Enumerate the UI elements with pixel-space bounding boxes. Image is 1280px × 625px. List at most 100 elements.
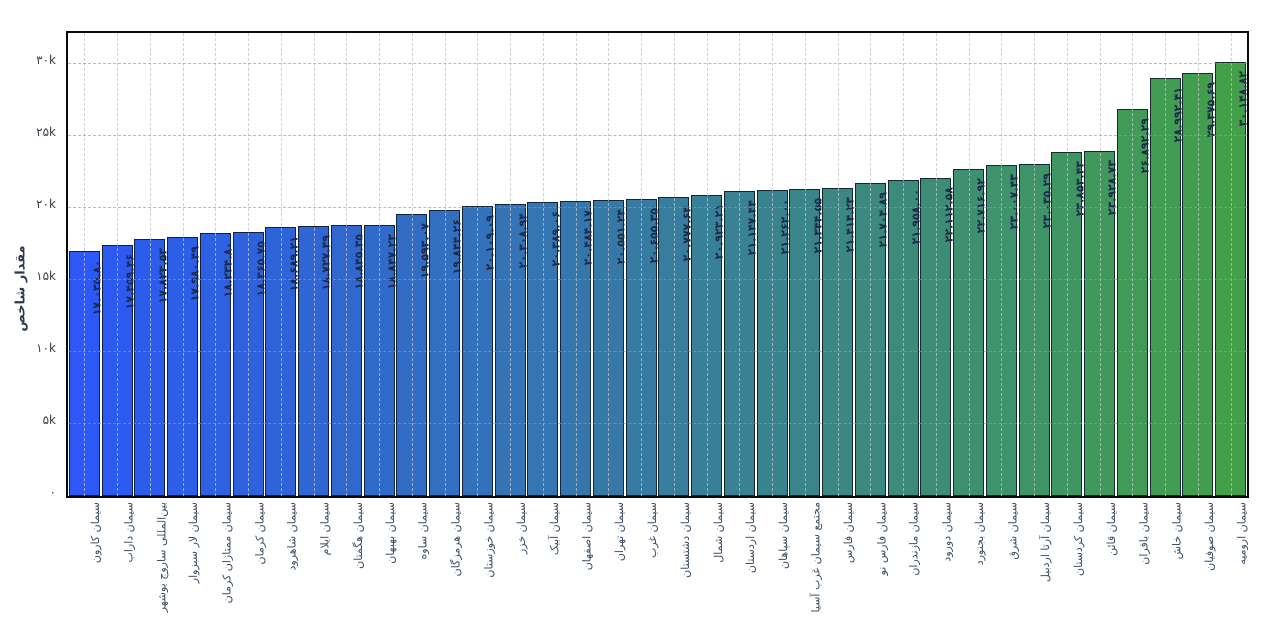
x-category-label: سیمان قائن [1104, 502, 1118, 556]
bar-18[interactable]: ۲۰.۶۵۵.۳۵ [625, 198, 660, 496]
bar-value-label: ۱۸.۲۳۴.۸۰ [221, 242, 235, 298]
bar-20[interactable]: ۲۰.۹۲۳.۲۱ [691, 194, 726, 496]
horizontal-gridline [68, 134, 1247, 136]
x-category-label: سیمان صوفیان [1202, 502, 1216, 571]
bar-22[interactable]: ۲۱.۲۶۲.۰۰ [756, 189, 791, 496]
bar-21[interactable]: ۲۱.۱۴۷.۴۴ [723, 191, 759, 496]
bar-13[interactable]: ۲۰.۱۰۹.۰۹ [461, 206, 496, 496]
bar-12[interactable]: ۱۹.۸۴۴.۲۶ [429, 210, 464, 496]
bar-15[interactable]: ۲۰.۳۸۹.۰۶ [527, 202, 562, 496]
bar-10[interactable]: ۱۸.۸۴۷.۲۳ [363, 224, 399, 496]
bars-layer: ۱۷.۰۳۵.۸۰ ۱۷.۴۵۹.۴۶ ۱۷.۸۲۳.۵۳ ۱۷.۹۸۰.۴۹ ۱۸.۲… [68, 33, 1250, 496]
bar-31[interactable]: ۲۳.۸۵۳.۴۳ [1051, 152, 1086, 496]
bar-28[interactable]: ۲۲.۷۱۶.۹۲ [953, 168, 988, 496]
bar-11[interactable]: ۱۹.۵۹۳.۰۷ [396, 213, 431, 496]
bar-32[interactable]: ۲۳.۹۲۸.۷۳ [1084, 151, 1119, 496]
vertical-gridline [215, 33, 217, 496]
bar-value-label: ۲۱.۹۵۸.۰۰ [909, 188, 923, 245]
bar-5[interactable]: ۱۸.۲۳۴.۸۰ [199, 233, 235, 496]
bar-value-label: ۱۸.۳۶۵.۷۵ [254, 240, 268, 296]
bar-value-label: ۲۱.۴۱۴.۲۳ [843, 196, 857, 252]
x-category-label: سیمان باقران [1137, 502, 1151, 565]
bar-27[interactable]: ۲۲.۱۱۲.۵۸ [920, 177, 955, 496]
bar-26[interactable]: ۲۱.۹۵۸.۰۰ [887, 179, 923, 496]
bar-24[interactable]: ۲۱.۴۱۴.۲۳ [822, 187, 857, 496]
bar-4[interactable]: ۱۷.۹۸۰.۴۹ [167, 237, 202, 496]
bar-value-label: ۲۰.۴۸۴.۱۷ [581, 210, 595, 266]
vertical-gridline [313, 33, 315, 496]
bar-value-label: ۱۸.۸۴۷.۲۳ [385, 233, 399, 289]
bar-value-label: ۱۷.۸۲۳.۵۳ [155, 248, 169, 304]
bar-6[interactable]: ۱۸.۳۶۵.۷۵ [232, 231, 268, 496]
x-category-label: بین‌المللی ساروج بوشهر [154, 502, 168, 613]
bar-value-label: ۲۰.۳۸۹.۰۶ [548, 211, 562, 267]
bar-36[interactable]: ۳۰.۱۴۸.۸۲ [1215, 61, 1250, 496]
vertical-gridline [510, 33, 512, 496]
bar-value-label: ۲۳.۰۰۷.۴۳ [1007, 173, 1021, 230]
bar-value-label: ۲۱.۷۰۴.۸۹ [876, 192, 890, 248]
vertical-gridline [608, 33, 610, 496]
horizontal-gridline [68, 206, 1247, 208]
bar-value-label: ۲۰.۳۰۸.۹۴ [516, 212, 530, 268]
y-tick-label: ۲۵k [36, 124, 56, 139]
vertical-gridline [248, 33, 250, 496]
vertical-gridline [575, 33, 577, 496]
x-category-label: سیمان هرمزگان [449, 502, 463, 577]
bar-value-label: ۱۸.۸۴۵.۳۵ [352, 233, 366, 289]
bar-1[interactable]: ۱۷.۰۳۵.۸۰ [68, 250, 104, 496]
bar-34[interactable]: ۲۸.۹۹۲.۴۱ [1149, 78, 1184, 496]
bar-value-label: ۱۸.۷۲۷.۴۹ [319, 235, 333, 291]
bar-14[interactable]: ۲۰.۳۰۸.۹۴ [494, 203, 530, 496]
bar-33[interactable]: ۲۶.۸۹۲.۲۹ [1116, 108, 1151, 496]
vertical-gridline [477, 33, 479, 496]
x-category-label: سیمان آبیک [547, 502, 561, 556]
vertical-gridline [542, 33, 544, 496]
bar-35[interactable]: ۲۹.۳۷۵.۶۹ [1182, 72, 1217, 496]
bar-8[interactable]: ۱۸.۷۲۷.۴۹ [298, 226, 333, 496]
bar-9[interactable]: ۱۸.۸۴۵.۳۵ [330, 224, 366, 496]
x-category-label: سیمان فارس نو [875, 502, 889, 576]
bar-29[interactable]: ۲۳.۰۰۷.۴۳ [985, 164, 1021, 496]
x-category-label: سیمان خاش [1170, 502, 1184, 560]
vertical-gridline [903, 33, 905, 496]
vertical-gridline [1230, 33, 1232, 496]
bar-value-label: ۱۷.۴۵۹.۴۶ [123, 253, 137, 309]
bar-25[interactable]: ۲۱.۷۰۴.۸۹ [854, 183, 890, 496]
vertical-gridline [870, 33, 872, 496]
x-category-label: سیمان فارس [842, 502, 856, 564]
x-category-label: سیمان شاهرود [285, 502, 299, 571]
vertical-gridline [739, 33, 741, 496]
bar-value-label: ۱۷.۹۸۰.۴۹ [188, 246, 202, 302]
x-category-label: سیمان تهران [613, 502, 627, 562]
y-tick-label: ۱۰k [36, 340, 56, 355]
x-category-label: سیمان بجنورد [973, 502, 987, 566]
bar-30[interactable]: ۲۳.۰۳۵.۲۹ [1018, 164, 1053, 496]
vertical-gridline [444, 33, 446, 496]
x-category-label: سیمان دورود [940, 502, 954, 562]
bar-value-label: ۲۳.۸۵۳.۴۳ [1072, 161, 1086, 217]
x-category-label: سیمان آرتا اردبیل [1039, 502, 1053, 583]
vertical-gridline [1099, 33, 1101, 496]
vertical-gridline [1165, 33, 1167, 496]
grid-layer [68, 33, 1247, 496]
x-category-label: سیمان خزر [515, 502, 529, 555]
bar-16[interactable]: ۲۰.۴۸۴.۱۷ [560, 201, 595, 496]
vertical-gridline [935, 33, 937, 496]
bar-23[interactable]: ۲۱.۳۴۴.۵۵ [789, 188, 824, 496]
vertical-gridline [346, 33, 348, 496]
bar-7[interactable]: ۱۸.۶۸۹.۲۱ [265, 226, 300, 496]
vertical-gridline [641, 33, 643, 496]
bar-value-label: ۱۷.۰۳۵.۸۰ [90, 259, 104, 316]
vertical-gridline [1197, 33, 1199, 496]
bar-19[interactable]: ۲۰.۷۷۷.۶۴ [658, 196, 693, 496]
bar-3[interactable]: ۱۷.۸۲۳.۵۳ [134, 239, 169, 496]
x-category-label: سیمان غرب [646, 502, 660, 558]
bar-17[interactable]: ۲۰.۵۵۱.۲۴ [592, 200, 627, 496]
x-category-label: سیمان خوزستان [482, 502, 496, 578]
bar-value-label: ۲۱.۱۴۷.۴۴ [745, 200, 759, 256]
vertical-gridline [1066, 33, 1068, 496]
x-category-label: سیمان داراب [122, 502, 136, 563]
bar-2[interactable]: ۱۷.۴۵۹.۴۶ [101, 244, 137, 496]
vertical-gridline [280, 33, 282, 496]
vertical-gridline [379, 33, 381, 496]
